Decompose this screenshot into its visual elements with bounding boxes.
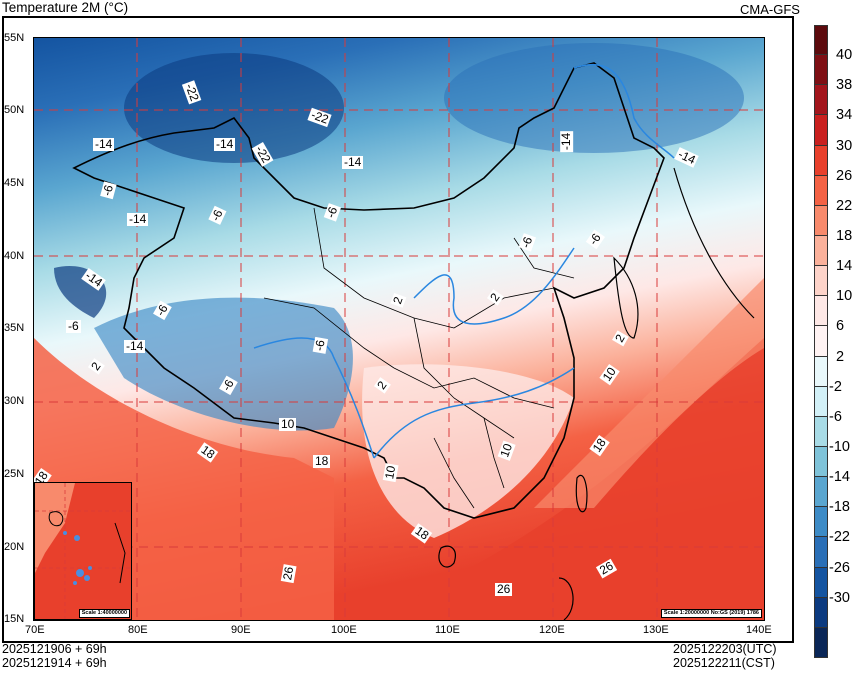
contour-label: -14 — [127, 212, 149, 226]
colorbar-tick-label: 38 — [836, 77, 853, 94]
inset-scale-note: Scale 1:40000000 — [78, 609, 130, 618]
colorbar-tick-label: 26 — [836, 167, 853, 184]
temperature-map[interactable]: -22 -22 -22 -14 -14 -14 -14 -14 -14 -14 -14 -6 -6 -6-… — [33, 37, 765, 621]
lon-label-100e: 100E — [331, 624, 357, 636]
contour-label: 10 — [279, 417, 297, 431]
colorbar-tick-label: 14 — [836, 258, 853, 275]
colorbar-segment — [814, 25, 828, 56]
lat-label-50n: 50N — [4, 104, 25, 116]
temperature-field — [34, 38, 764, 620]
colorbar-tick-label: -2 — [829, 378, 842, 395]
contour-label: 26 — [495, 582, 513, 596]
colorbar-tick-label: 22 — [836, 197, 853, 214]
colorbar-tick-label: -10 — [829, 439, 850, 455]
lon-label-140e: 140E — [746, 624, 772, 636]
model-source-label: CMA-GFS — [740, 2, 800, 17]
colorbar-tick-label: 18 — [836, 228, 853, 244]
contour-label: -14 — [342, 155, 364, 169]
colorbar-segment — [814, 145, 828, 176]
contour-label: -14 — [214, 137, 236, 151]
lon-label-130e: 130E — [643, 624, 669, 636]
init-time-cst: 2025121914 + 69h — [2, 656, 107, 670]
colorbar-tick-label: -26 — [829, 559, 850, 576]
colorbar-tick-label: -14 — [829, 469, 850, 486]
valid-time-utc: 2025122203(UTC) — [673, 642, 777, 656]
chart-title: Temperature 2M (°C) — [2, 0, 129, 15]
colorbar-segment — [814, 205, 828, 236]
colorbar-segment — [814, 567, 828, 598]
colorbar-segment — [814, 416, 828, 447]
colorbar-tick-label: 6 — [836, 318, 845, 335]
lat-label-30n: 30N — [4, 395, 25, 407]
colorbar-tick-label: 40 — [836, 47, 853, 64]
colorbar-segment — [814, 326, 828, 357]
lon-label-120e: 120E — [539, 624, 565, 636]
lon-label-80e: 80E — [128, 624, 148, 636]
colorbar-segment — [814, 386, 828, 417]
colorbar-segment — [814, 55, 828, 86]
contour-label: -14 — [93, 137, 115, 151]
init-time-utc: 2025121906 + 69h — [2, 642, 107, 656]
plot-frame — [2, 16, 794, 643]
colorbar-segment — [814, 175, 828, 206]
colorbar-tick-label: -30 — [829, 589, 850, 606]
valid-time-cst: 2025122211(CST) — [673, 656, 775, 670]
colorbar-segment — [814, 597, 828, 628]
colorbar-segment — [814, 446, 828, 478]
contour-label: -6 — [312, 337, 329, 354]
inset-field — [35, 483, 131, 619]
lon-label-70e: 70E — [25, 624, 45, 636]
colorbar-segment — [814, 296, 828, 327]
lat-label-55n: 55N — [4, 32, 25, 44]
colorbar-segment — [814, 266, 828, 297]
colorbar-segment — [814, 537, 828, 568]
colorbar-tick-label: 34 — [836, 107, 853, 124]
lon-label-90e: 90E — [231, 624, 251, 636]
colorbar-segment — [814, 507, 828, 538]
colorbar-segment — [814, 356, 828, 387]
colorbar-tick-label: -18 — [829, 499, 850, 516]
colorbar-tick-label: 2 — [836, 348, 845, 365]
colorbar-segment — [814, 627, 828, 658]
colorbar-segment — [814, 477, 828, 508]
lat-label-20n: 20N — [4, 541, 25, 553]
contour-label: -14 — [559, 130, 574, 153]
contour-label: -6 — [66, 319, 81, 333]
lat-label-35n: 35N — [4, 322, 25, 334]
colorbar — [814, 25, 828, 658]
colorbar-tick-label: 30 — [836, 137, 853, 154]
lat-label-45n: 45N — [4, 177, 25, 189]
contour-label: -14 — [124, 339, 146, 353]
colorbar-tick-label: -22 — [829, 529, 850, 546]
contour-label: 18 — [313, 454, 331, 468]
lat-label-25n: 25N — [4, 468, 25, 480]
colorbar-segment — [814, 85, 828, 116]
south-china-sea-inset: Scale 1:40000000 — [34, 482, 132, 620]
colorbar-tick-label: 10 — [836, 288, 853, 305]
lat-label-15n: 15N — [4, 613, 25, 625]
colorbar-segment — [814, 115, 828, 146]
lat-label-40n: 40N — [4, 250, 25, 262]
colorbar-segment — [814, 235, 828, 267]
main-scale-note: Scale 1:20000000 No:GS (2019) 1786 — [660, 609, 762, 618]
colorbar-tick-label: -6 — [829, 408, 842, 425]
lon-label-110e: 110E — [435, 624, 460, 636]
